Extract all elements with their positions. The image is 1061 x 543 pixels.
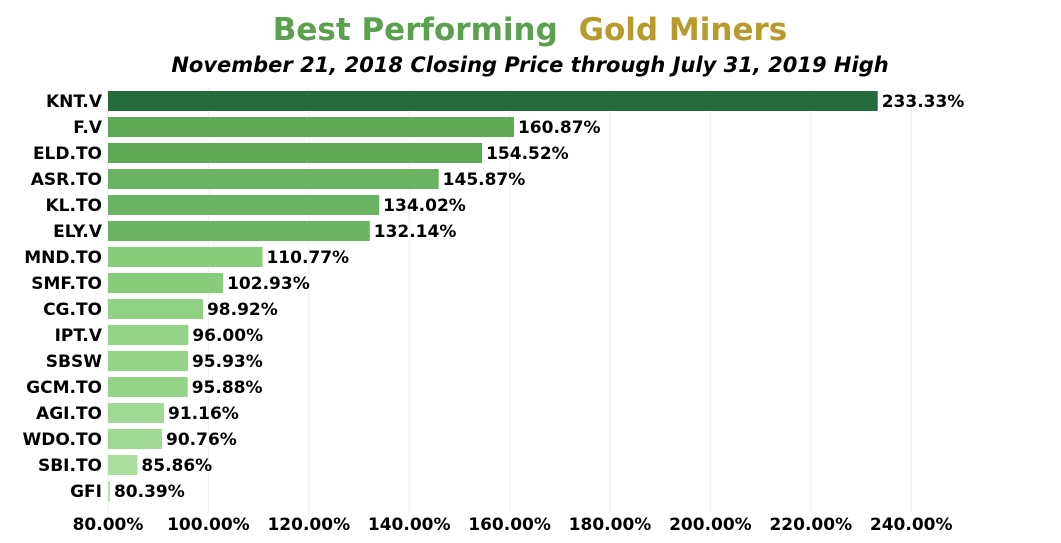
bar [108, 91, 878, 111]
chart-title-part2: Gold Miners [579, 12, 788, 48]
category-label: ELD.TO [33, 144, 102, 164]
category-label: ASR.TO [31, 170, 102, 190]
bar [108, 273, 224, 293]
category-label: SBI.TO [38, 456, 102, 476]
value-label: 98.92% [207, 300, 278, 320]
x-tick-label: 140.00% [368, 515, 451, 535]
bar [108, 143, 483, 163]
category-label: MND.TO [24, 248, 102, 268]
category-label: GCM.TO [26, 378, 102, 398]
value-label: 80.39% [114, 482, 185, 502]
x-tick-label: 160.00% [468, 515, 551, 535]
chart-title: Best Performing Gold Miners [273, 12, 787, 48]
value-label: 95.88% [192, 378, 263, 398]
category-label: F.V [73, 118, 103, 138]
value-label: 102.93% [227, 274, 310, 294]
chart-subtitle: November 21, 2018 Closing Price through … [171, 53, 888, 77]
bar [108, 429, 163, 449]
value-labels: 233.33% 160.87% 154.52% 145.87% 134.02% 132.1… [114, 92, 964, 502]
x-tick-label: 80.00% [73, 515, 144, 535]
bar [108, 481, 110, 501]
bar [108, 247, 263, 267]
bar [108, 351, 188, 371]
value-label: 96.00% [192, 326, 263, 346]
category-label: GFI [70, 482, 102, 502]
bars [108, 91, 878, 501]
category-label: KNT.V [46, 92, 103, 112]
category-label: IPT.V [55, 326, 103, 346]
category-label: SMF.TO [31, 274, 102, 294]
value-label: 91.16% [168, 404, 239, 424]
category-label: AGI.TO [36, 404, 102, 424]
bar [108, 221, 370, 241]
category-label: KL.TO [45, 196, 102, 216]
x-tick-label: 180.00% [569, 515, 652, 535]
x-tick-label: 240.00% [870, 515, 953, 535]
bar [108, 117, 514, 137]
value-label: 160.87% [518, 118, 601, 138]
value-label: 134.02% [383, 196, 466, 216]
value-label: 154.52% [486, 144, 569, 164]
value-label: 233.33% [882, 92, 965, 112]
value-label: 132.14% [374, 222, 457, 242]
chart-title-part1: Best Performing [273, 12, 558, 48]
category-label: WDO.TO [23, 430, 102, 450]
category-label: CG.TO [43, 300, 102, 320]
value-label: 85.86% [141, 456, 212, 476]
category-label: ELY.V [53, 222, 103, 242]
bar [108, 195, 380, 215]
value-label: 95.93% [192, 352, 263, 372]
x-axis-tick-labels: 80.00% 100.00% 120.00% 140.00% 160.00% 180.00… [73, 515, 953, 535]
bar [108, 299, 203, 319]
x-tick-label: 200.00% [669, 515, 752, 535]
bar [108, 169, 439, 189]
category-labels: KNT.V F.V ELD.TO ASR.TO KL.TO ELY.V MND.TO SMF.… [23, 92, 103, 502]
bar [108, 455, 138, 475]
bar [108, 325, 189, 345]
x-tick-label: 100.00% [167, 515, 250, 535]
value-label: 90.76% [166, 430, 237, 450]
bar [108, 403, 165, 423]
bar [108, 377, 188, 397]
x-tick-label: 120.00% [267, 515, 350, 535]
category-label: SBSW [46, 352, 102, 372]
x-tick-label: 220.00% [769, 515, 852, 535]
value-label: 110.77% [266, 248, 349, 268]
value-label: 145.87% [443, 170, 526, 190]
